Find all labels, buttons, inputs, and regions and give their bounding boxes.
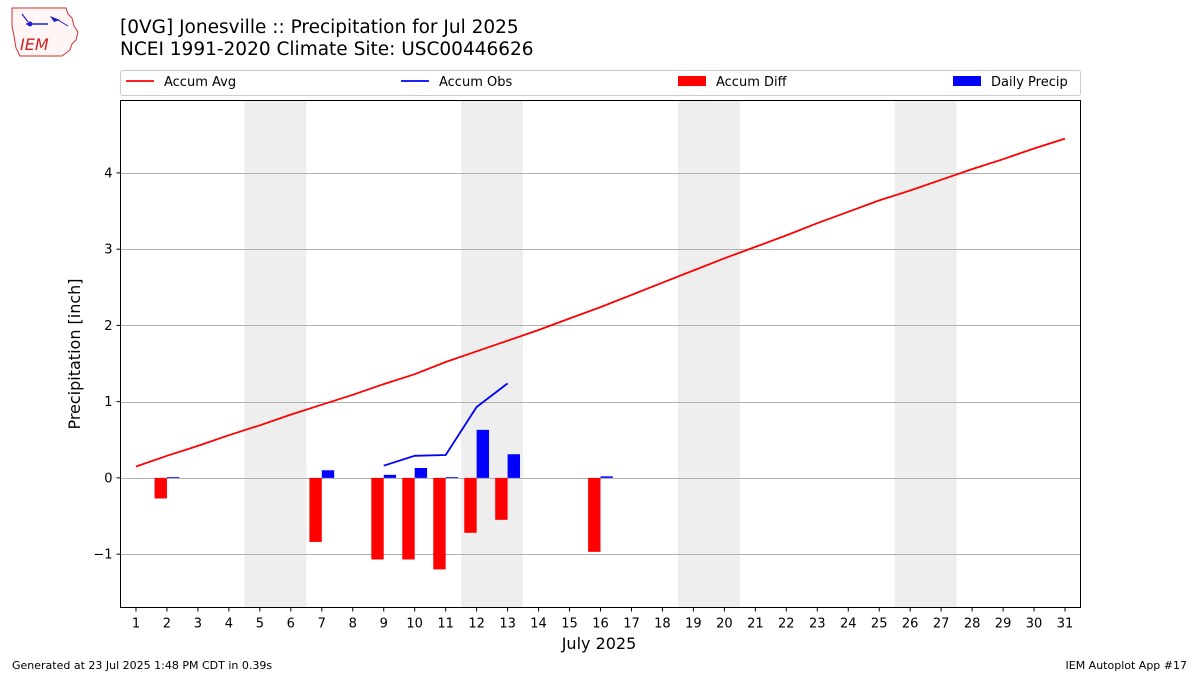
x-tick-label: 2 <box>163 617 171 632</box>
chart-subtitle: NCEI 1991-2020 Climate Site: USC00446626 <box>120 39 534 60</box>
footer-app: IEM Autoplot App #17 <box>1065 659 1188 672</box>
y-tick-label: 1 <box>104 395 112 410</box>
legend-swatch <box>953 76 981 86</box>
daily-precip-bar <box>507 454 520 478</box>
x-tick-label: 30 <box>1026 617 1043 632</box>
legend-label: Accum Obs <box>439 75 512 90</box>
x-tick-label: 1 <box>132 617 140 632</box>
x-tick-label: 9 <box>380 617 388 632</box>
accum-diff-bar <box>464 477 477 533</box>
x-tick-label: 6 <box>287 617 295 632</box>
accum-obs-line <box>383 382 509 467</box>
x-axis: 1 2 3 4 5 6 7 8 9 10 11 12 13 14 15 16 17 18 19 20 21 22 23 24 2… <box>132 607 1074 632</box>
x-tick-label: 3 <box>194 617 202 632</box>
x-tick-label: 4 <box>225 617 233 632</box>
daily-precip-bar <box>321 470 335 478</box>
accum-diff-bar <box>402 477 415 560</box>
daily-precip-bar <box>414 467 428 478</box>
x-tick-label: 25 <box>871 617 888 632</box>
x-tick-label: 17 <box>623 617 640 632</box>
accum-diff-bar <box>495 477 508 520</box>
x-tick-label: 14 <box>530 617 547 632</box>
x-tick-label: 28 <box>964 617 981 632</box>
weekend-shade <box>244 100 307 608</box>
y-tick-label: 4 <box>104 166 112 181</box>
x-tick-label: 12 <box>468 617 485 632</box>
legend-daily-precip: Daily Precip <box>953 75 1068 90</box>
x-tick-label: 22 <box>778 617 795 632</box>
y-tick-label: −1 <box>93 548 112 563</box>
daily-precip-bar <box>445 477 459 478</box>
legend-box <box>120 70 1081 96</box>
x-tick-label: 18 <box>654 617 671 632</box>
y-tick-label: 3 <box>104 243 112 258</box>
daily-precip-bar <box>383 474 397 478</box>
x-tick-label: 26 <box>902 617 919 632</box>
legend-accum-obs: Accum Obs <box>401 75 512 90</box>
x-axis-label: July 2025 <box>561 634 637 653</box>
weekend-shade <box>894 100 957 608</box>
x-tick-label: 19 <box>685 617 702 632</box>
bars <box>154 429 613 570</box>
legend-accum-diff: Accum Diff <box>678 75 788 90</box>
x-tick-label: 10 <box>406 617 423 632</box>
daily-precip-bar <box>600 476 613 478</box>
x-tick-label: 15 <box>561 617 578 632</box>
daily-precip-bar <box>476 429 490 478</box>
legend-accum-avg: Accum Avg <box>126 75 236 90</box>
y-tick-label: 0 <box>104 471 112 486</box>
x-tick-label: 27 <box>933 617 950 632</box>
logo-text: IEM <box>20 35 49 54</box>
accum-avg-line <box>135 137 1066 468</box>
x-tick-label: 11 <box>437 617 454 632</box>
accum-diff-bar <box>309 477 322 542</box>
x-tick-label: 13 <box>499 617 516 632</box>
footer-generated: Generated at 23 Jul 2025 1:48 PM CDT in … <box>12 659 273 672</box>
accum-diff-bar <box>371 477 384 560</box>
y-tick-label: 2 <box>104 319 112 334</box>
x-tick-label: 24 <box>840 617 857 632</box>
accum-diff-bar <box>433 477 446 570</box>
legend-swatch <box>678 76 706 86</box>
accum-diff-bar <box>154 477 167 499</box>
accum-diff-bar <box>588 477 601 552</box>
lines <box>135 137 1066 468</box>
x-tick-label: 5 <box>256 617 264 632</box>
chart-title: [0VG] Jonesville :: Precipitation for Ju… <box>120 17 519 38</box>
x-tick-label: 21 <box>747 617 764 632</box>
y-axis-label: Precipitation [inch] <box>65 278 84 429</box>
legend-label: Accum Diff <box>716 75 788 90</box>
legend-label: Accum Avg <box>164 75 236 90</box>
x-tick-label: 20 <box>716 617 733 632</box>
x-tick-label: 16 <box>592 617 609 632</box>
x-tick-label: 23 <box>809 617 826 632</box>
legend: Accum Avg Accum Obs Accum Diff Daily Precip <box>120 70 1081 96</box>
iem-logo: IEM <box>11 7 79 57</box>
y-axis: −1 0 1 2 3 4 <box>93 166 121 563</box>
x-tick-label: 29 <box>995 617 1012 632</box>
x-tick-label: 7 <box>318 617 326 632</box>
legend-label: Daily Precip <box>991 75 1068 90</box>
daily-precip-bar <box>166 477 180 478</box>
weekend-shade <box>677 100 740 608</box>
x-tick-label: 31 <box>1057 617 1074 632</box>
weekend-shading <box>244 100 957 608</box>
x-tick-label: 8 <box>349 617 357 632</box>
